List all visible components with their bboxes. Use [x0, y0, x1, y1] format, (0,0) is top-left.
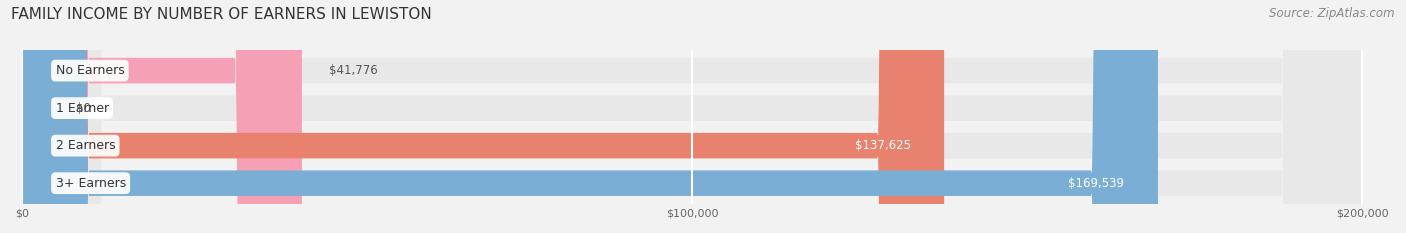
- Text: 2 Earners: 2 Earners: [55, 139, 115, 152]
- Text: 1 Earner: 1 Earner: [55, 102, 108, 115]
- FancyBboxPatch shape: [22, 0, 945, 233]
- Text: $41,776: $41,776: [329, 64, 377, 77]
- Text: No Earners: No Earners: [55, 64, 124, 77]
- Text: FAMILY INCOME BY NUMBER OF EARNERS IN LEWISTON: FAMILY INCOME BY NUMBER OF EARNERS IN LE…: [11, 7, 432, 22]
- FancyBboxPatch shape: [22, 0, 1362, 233]
- FancyBboxPatch shape: [22, 0, 1159, 233]
- FancyBboxPatch shape: [22, 0, 302, 233]
- Text: Source: ZipAtlas.com: Source: ZipAtlas.com: [1270, 7, 1395, 20]
- Text: 3+ Earners: 3+ Earners: [55, 177, 125, 190]
- FancyBboxPatch shape: [22, 0, 1362, 233]
- Text: $137,625: $137,625: [855, 139, 911, 152]
- FancyBboxPatch shape: [22, 0, 1362, 233]
- Text: $0: $0: [76, 102, 90, 115]
- FancyBboxPatch shape: [22, 0, 1362, 233]
- Text: $169,539: $169,539: [1069, 177, 1125, 190]
